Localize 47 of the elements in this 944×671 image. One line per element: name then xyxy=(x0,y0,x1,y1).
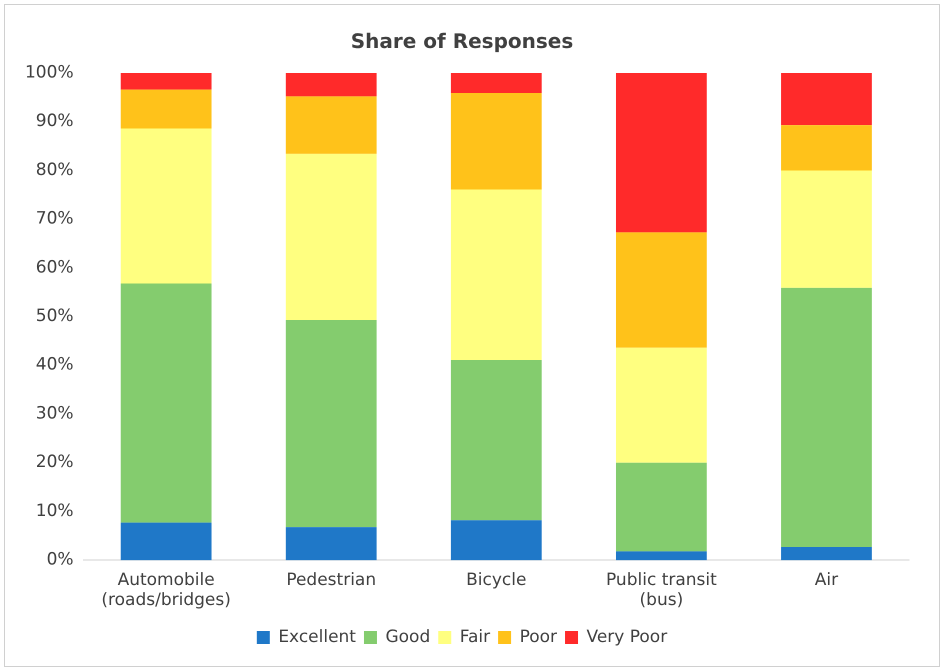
bar xyxy=(781,125,872,170)
legend-label: Good xyxy=(385,626,430,647)
y-tick-label: 30% xyxy=(36,403,74,424)
bar xyxy=(120,73,212,90)
bar xyxy=(616,232,707,348)
y-tick-label: 0% xyxy=(46,550,74,570)
bar xyxy=(120,283,212,523)
legend-label: Very Poor xyxy=(586,626,668,647)
bar xyxy=(286,96,377,154)
y-tick-label: 50% xyxy=(36,306,74,326)
bar xyxy=(286,154,377,320)
y-tick-label: 60% xyxy=(36,257,74,278)
x-tick-label: Pedestrian xyxy=(286,570,376,590)
chart-title: Share of Responses xyxy=(350,29,574,54)
bar xyxy=(450,520,542,560)
legend-label: Fair xyxy=(460,626,490,647)
legend-label: Excellent xyxy=(278,626,356,647)
bar xyxy=(286,73,377,96)
y-tick-label: 100% xyxy=(24,62,74,82)
legend-label: Poor xyxy=(520,626,558,647)
bar xyxy=(616,73,707,232)
bar xyxy=(120,522,212,560)
bar xyxy=(450,189,542,360)
y-tick-label: 80% xyxy=(36,160,74,180)
bar xyxy=(120,90,212,129)
y-tick-label: 10% xyxy=(36,500,74,521)
bar xyxy=(450,73,542,93)
x-tick-label: Public transit (bus) xyxy=(606,570,718,610)
x-tick-label: Automobile (roads/bridges) xyxy=(101,570,231,610)
bar xyxy=(120,128,212,284)
bar xyxy=(450,92,542,190)
bar xyxy=(286,320,377,528)
y-tick-label: 90% xyxy=(36,111,74,132)
bar xyxy=(616,551,707,560)
y-tick-label: 70% xyxy=(36,208,74,229)
bar xyxy=(616,348,707,463)
bar xyxy=(286,527,377,560)
y-tick-label: 40% xyxy=(36,354,74,375)
bar xyxy=(781,547,872,560)
x-tick-label: Air xyxy=(814,570,838,590)
bar xyxy=(450,360,542,520)
bar xyxy=(781,170,872,288)
bar xyxy=(781,288,872,548)
x-tick-label: Bicycle xyxy=(466,570,526,590)
y-tick-label: 20% xyxy=(36,452,74,472)
bar xyxy=(616,462,707,552)
bar xyxy=(781,73,872,126)
